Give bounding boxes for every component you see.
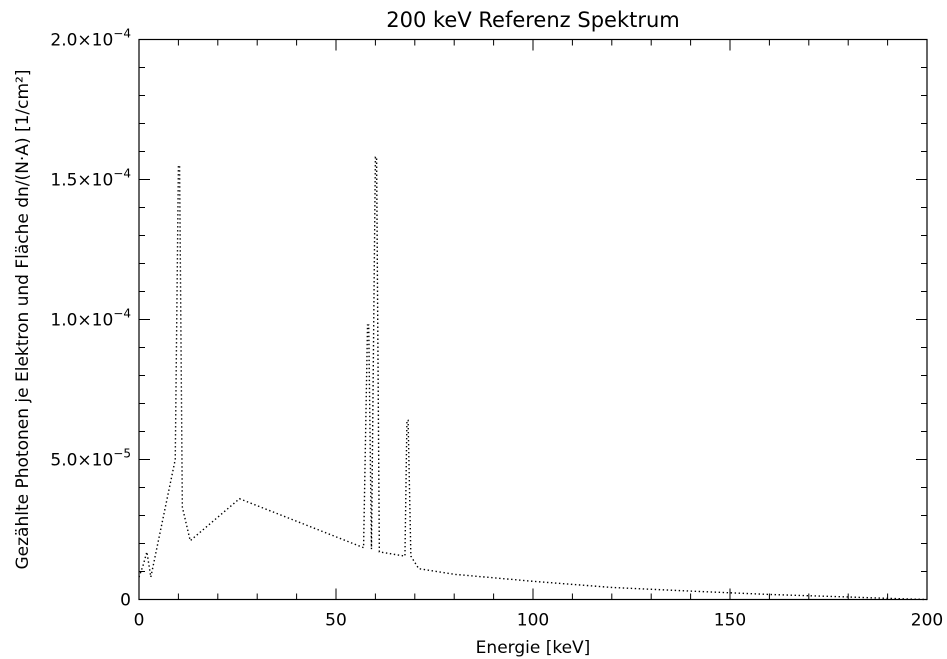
x-axis-ticks [138,39,928,600]
x-tick-label: 150 [714,611,746,631]
y-axis-tick-labels: 0 5.0×10−5 1.0×10−4 1.5×10−4 2.0×10−4 [50,27,131,611]
y-tick-label: 2.0×10−4 [50,27,131,51]
y-tick-label: 1.0×10−4 [50,307,131,331]
y-axis-ticks [139,39,927,600]
x-axis-tick-labels: 0 50 100 150 200 [134,611,944,631]
series-layer [138,156,928,601]
x-axis-title: Energie [keV] [476,638,591,658]
y-tick-label: 1.5×10−4 [50,167,131,191]
x-tick-label: 50 [325,611,347,631]
chart-title: 200 keV Referenz Spektrum [386,8,680,32]
spectrum-line [138,156,928,601]
y-tick-label: 5.0×10−5 [50,447,131,471]
x-tick-label: 0 [134,611,145,631]
x-tick-label: 100 [517,611,549,631]
plot-frame [138,38,928,601]
y-axis-title: Gezählte Photonen je Elektron und Fläche… [13,69,33,569]
x-tick-label: 200 [911,611,943,631]
y-tick-label: 0 [120,591,131,611]
